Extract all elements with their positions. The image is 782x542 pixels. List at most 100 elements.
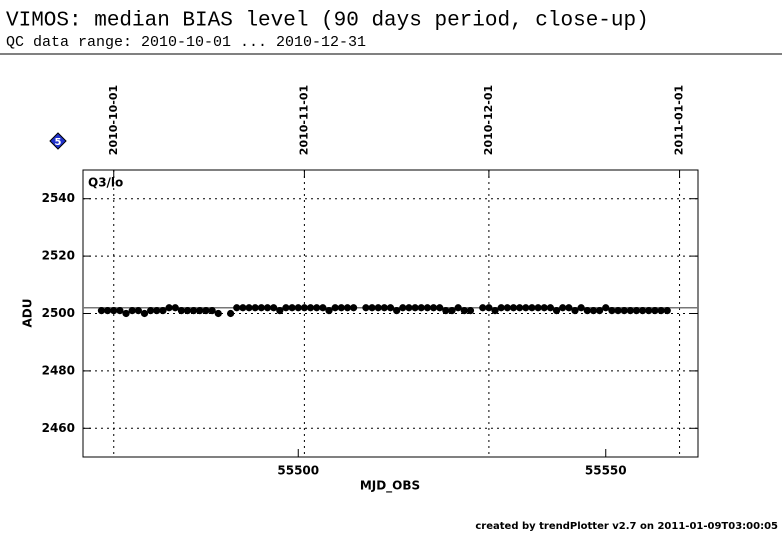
- data-point: [306, 304, 315, 312]
- data-point: [196, 307, 204, 315]
- data-point: [97, 307, 106, 315]
- data-point: [140, 309, 149, 318]
- x-axis-label: MJD_OBS: [360, 479, 420, 494]
- data-point: [614, 307, 622, 315]
- data-point: [429, 304, 438, 312]
- data-point: [522, 304, 530, 312]
- data-point: [639, 307, 647, 315]
- data-point: [325, 307, 333, 315]
- data-point: [208, 307, 216, 315]
- chart-title: VIMOS: median BIAS level (90 days period…: [6, 10, 649, 33]
- data-point: [393, 307, 401, 315]
- data-point: [190, 307, 198, 315]
- data-point: [423, 304, 431, 312]
- y-tick-label: 2480: [42, 363, 75, 377]
- data-point: [337, 304, 345, 312]
- data-point: [313, 304, 321, 312]
- data-point: [405, 304, 413, 312]
- data-point: [565, 304, 573, 312]
- data-point: [276, 307, 284, 315]
- data-point: [257, 304, 265, 312]
- data-point: [214, 309, 222, 318]
- data-point: [608, 307, 616, 315]
- data-point: [448, 307, 456, 315]
- data-point: [632, 307, 641, 315]
- y-tick-label: 2500: [42, 306, 75, 320]
- data-point: [411, 304, 419, 312]
- data-point: [183, 307, 192, 315]
- data-point: [374, 304, 382, 312]
- date-tick-label: 2010-10-01: [107, 85, 120, 155]
- data-point: [177, 307, 185, 315]
- x-tick-label: 55500: [277, 464, 319, 478]
- data-point: [300, 304, 308, 312]
- chart-subtitle: QC data range: 2010-10-01 ... 2010-12-31: [6, 34, 366, 51]
- footer: created by trendPlotter v2.7 on 2011-01-…: [475, 521, 778, 532]
- data-point: [350, 304, 358, 312]
- data-point: [534, 304, 542, 312]
- data-point: [460, 307, 468, 315]
- data-point: [479, 304, 487, 312]
- data-point: [153, 307, 161, 315]
- data-point: [651, 307, 659, 315]
- data-point: [583, 307, 591, 315]
- data-point: [134, 307, 142, 315]
- data-point: [589, 307, 598, 315]
- data-point: [233, 304, 241, 312]
- data-point: [546, 304, 555, 312]
- data-point: [559, 304, 567, 312]
- data-point: [596, 307, 604, 315]
- data-point: [245, 304, 253, 312]
- plot-frame: [82, 169, 699, 458]
- data-point: [116, 307, 124, 315]
- data-point: [159, 307, 167, 315]
- data-point: [491, 307, 499, 315]
- data-point: [282, 304, 290, 312]
- data-point: [552, 307, 561, 315]
- date-tick-label: 2010-11-01: [297, 85, 310, 155]
- data-point: [442, 307, 450, 315]
- badge-shape: [49, 132, 67, 150]
- data-point: [294, 304, 302, 312]
- date-tick-label: 2010-12-01: [482, 85, 495, 155]
- data-point: [110, 307, 118, 315]
- data-point: [122, 309, 130, 318]
- panel-label: Q3/lo: [88, 176, 123, 190]
- data-point: [104, 307, 112, 315]
- data-point: [319, 304, 327, 312]
- data-point: [663, 307, 671, 315]
- data-point: [454, 304, 462, 312]
- data-point: [263, 304, 272, 312]
- data-point: [602, 304, 610, 312]
- data-point: [251, 304, 259, 312]
- data-point: [577, 304, 585, 312]
- data-point: [202, 307, 210, 315]
- data-point: [147, 307, 155, 315]
- data-point: [288, 304, 296, 312]
- data-point: [399, 304, 407, 312]
- badge-text: 5: [55, 137, 62, 148]
- data-point: [620, 307, 628, 315]
- data-point: [368, 304, 376, 312]
- data-point: [362, 304, 370, 312]
- data-point: [516, 304, 524, 312]
- data-point: [239, 304, 247, 312]
- y-tick-label: 2460: [42, 421, 75, 435]
- data-point: [571, 307, 579, 315]
- data-point: [528, 304, 536, 312]
- y-tick-label: 2520: [42, 249, 75, 263]
- data-point: [386, 304, 395, 312]
- data-point: [128, 307, 136, 315]
- data-point: [270, 304, 278, 312]
- data-point: [436, 304, 444, 312]
- data-point: [227, 309, 235, 318]
- data-point: [343, 304, 352, 312]
- data-point: [645, 307, 653, 315]
- data-point: [171, 304, 179, 312]
- data-point: [657, 307, 665, 315]
- data-point: [485, 304, 493, 312]
- data-point: [540, 304, 548, 312]
- data-point: [509, 304, 518, 312]
- data-point: [466, 307, 475, 315]
